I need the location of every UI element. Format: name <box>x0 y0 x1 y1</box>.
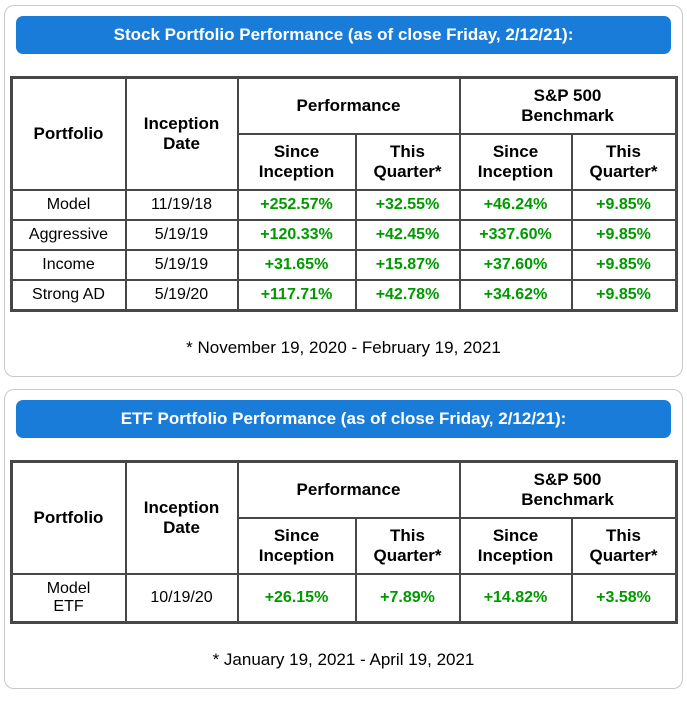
bench-since-inception: +34.62% <box>458 279 573 312</box>
col-header-perf-since-inception: Since Inception <box>236 133 357 191</box>
perf-since-inception: +26.15% <box>236 573 357 624</box>
bench-since-inception: +37.60% <box>458 249 573 281</box>
portfolio-name: Model <box>10 189 127 221</box>
stock-table-body: Model 11/19/18 +252.57% +32.55% +46.24% … <box>10 189 677 312</box>
bench-since-inception: +14.82% <box>458 573 573 624</box>
inception-date: 11/19/18 <box>124 189 239 221</box>
etf-performance-table: Portfolio Inception Date Performance S&P… <box>9 460 678 624</box>
bench-since-inception: +46.24% <box>458 189 573 221</box>
portfolio-name: Aggressive <box>10 219 127 251</box>
col-header-portfolio: Portfolio <box>10 76 127 191</box>
table-row-model: Model 11/19/18 +252.57% +32.55% +46.24% … <box>10 189 677 221</box>
perf-this-quarter: +42.78% <box>354 279 461 312</box>
inception-date: 5/19/19 <box>124 249 239 281</box>
bench-since-inception: +337.60% <box>458 219 573 251</box>
perf-since-inception: +31.65% <box>236 249 357 281</box>
bench-this-quarter: +9.85% <box>570 219 677 251</box>
perf-this-quarter: +32.55% <box>354 189 461 221</box>
col-header-perf-this-quarter: This Quarter* <box>354 517 461 575</box>
etf-panel-title: ETF Portfolio Performance (as of close F… <box>16 400 671 438</box>
col-header-bench-since-inception: Since Inception <box>458 133 573 191</box>
table-row-model-etf: Model ETF 10/19/20 +26.15% +7.89% +14.82… <box>10 573 677 624</box>
stock-table-header: Portfolio Inception Date Performance S&P… <box>10 76 677 191</box>
inception-date: 10/19/20 <box>124 573 239 624</box>
perf-this-quarter: +42.45% <box>354 219 461 251</box>
col-header-portfolio: Portfolio <box>10 460 127 575</box>
portfolio-name: Income <box>10 249 127 281</box>
stock-performance-table: Portfolio Inception Date Performance S&P… <box>9 76 678 312</box>
stock-panel-title: Stock Portfolio Performance (as of close… <box>16 16 671 54</box>
table-row-strong-ad: Strong AD 5/19/20 +117.71% +42.78% +34.6… <box>10 279 677 312</box>
col-group-performance: Performance <box>236 460 461 519</box>
col-header-inception-date: Inception Date <box>124 460 239 575</box>
etf-table-body: Model ETF 10/19/20 +26.15% +7.89% +14.82… <box>10 573 677 624</box>
stock-footnote: * November 19, 2020 - February 19, 2021 <box>186 338 501 357</box>
stock-portfolio-panel: Stock Portfolio Performance (as of close… <box>4 5 683 377</box>
bench-this-quarter: +9.85% <box>570 249 677 281</box>
perf-since-inception: +252.57% <box>236 189 357 221</box>
inception-date: 5/19/20 <box>124 279 239 312</box>
col-header-bench-since-inception: Since Inception <box>458 517 573 575</box>
col-header-perf-this-quarter: This Quarter* <box>354 133 461 191</box>
inception-date: 5/19/19 <box>124 219 239 251</box>
portfolio-name: Strong AD <box>10 279 127 312</box>
perf-this-quarter: +15.87% <box>354 249 461 281</box>
bench-this-quarter: +9.85% <box>570 279 677 312</box>
col-group-performance: Performance <box>236 76 461 135</box>
col-group-sp500-benchmark: S&P 500 Benchmark <box>458 460 677 519</box>
col-header-bench-this-quarter: This Quarter* <box>570 133 677 191</box>
etf-footnote: * January 19, 2021 - April 19, 2021 <box>212 650 475 669</box>
col-header-perf-since-inception: Since Inception <box>236 517 357 575</box>
portfolio-name: Model ETF <box>10 573 127 624</box>
perf-since-inception: +120.33% <box>236 219 357 251</box>
col-group-sp500-benchmark: S&P 500 Benchmark <box>458 76 677 135</box>
etf-portfolio-panel: ETF Portfolio Performance (as of close F… <box>4 389 683 689</box>
table-row-income: Income 5/19/19 +31.65% +15.87% +37.60% +… <box>10 249 677 281</box>
perf-this-quarter: +7.89% <box>354 573 461 624</box>
perf-since-inception: +117.71% <box>236 279 357 312</box>
bench-this-quarter: +9.85% <box>570 189 677 221</box>
etf-table-header: Portfolio Inception Date Performance S&P… <box>10 460 677 575</box>
col-header-bench-this-quarter: This Quarter* <box>570 517 677 575</box>
col-header-inception-date: Inception Date <box>124 76 239 191</box>
bench-this-quarter: +3.58% <box>570 573 677 624</box>
table-row-aggressive: Aggressive 5/19/19 +120.33% +42.45% +337… <box>10 219 677 251</box>
